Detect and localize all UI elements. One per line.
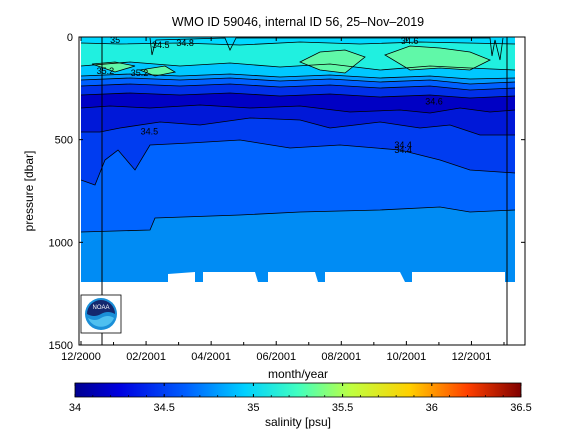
y-axis: 0 500 1000 1500 (49, 32, 525, 352)
contour-label: 34.4 (394, 140, 412, 150)
x-axis: 12/2000 02/2001 04/2001 06/2001 08/2001 10/20… (61, 37, 505, 363)
colorbar-ticks: 34 34.5 35 35.5 36 36.5 (69, 383, 532, 414)
band-deep-34-7 (81, 207, 515, 282)
contour-line-34-5 (80, 139, 516, 186)
colorbar-gradient (74, 382, 522, 398)
colorbar-tick-label: 36.5 (510, 402, 531, 414)
contour-label: 34.5 (141, 126, 159, 136)
colorbar-tick-label: 34 (69, 402, 81, 414)
y-tick-label: 1000 (49, 237, 73, 249)
band-35-2-blob-a (300, 50, 365, 73)
contour-line-34-35 (80, 104, 516, 114)
contour-line-35-0 (80, 61, 516, 71)
x-tick-label: 12/2001 (452, 351, 492, 363)
contour-line-34-4 (81, 117, 515, 136)
contour-lines (80, 37, 516, 233)
colorbar-tick-label: 35.5 (332, 402, 353, 414)
contour-label: 34.6 (401, 36, 419, 46)
x-tick-label: 08/2001 (321, 351, 361, 363)
x-tick-label: 12/2000 (61, 351, 101, 363)
contour-label: 35 (110, 35, 120, 45)
noaa-logo: NOAA (80, 294, 122, 334)
x-tick-label: 02/2001 (126, 351, 166, 363)
contour-label: 35.2 (131, 68, 149, 78)
x-tick-label: 06/2001 (256, 351, 296, 363)
contour-line-surface (80, 41, 516, 46)
y-tick-label: 0 (67, 32, 73, 44)
colorbar-tick-label: 36 (426, 402, 438, 414)
svg-text:NOAA: NOAA (92, 305, 109, 311)
y-tick-label: 500 (55, 135, 73, 147)
contour-line-34-5b (80, 92, 516, 99)
contour-label: 34.6 (425, 97, 443, 107)
contour-line-35-2d (138, 65, 177, 77)
contour-line-35-2a (299, 49, 366, 74)
y-tick-label: 1500 (49, 340, 73, 352)
plot-area: 35 34.8 34.5 34.6 35.2 35.2 34.6 34.5 34.434.4 (78, 35, 526, 346)
contour-line-surface-wiggle (149, 37, 504, 61)
contour-fill-layer (81, 37, 515, 282)
contour-label: 34.8 (176, 38, 194, 48)
band-35-2-blob-b (385, 46, 490, 70)
chart-title: WMO ID 59046, internal ID 56, 25–Nov–201… (172, 15, 424, 29)
x-tick-label: 04/2001 (191, 351, 231, 363)
x-axis-label: month/year (268, 367, 328, 381)
bottom-gap (168, 272, 505, 282)
x-tick-label: 10/2001 (386, 351, 426, 363)
contour-label: 34.5 (152, 40, 170, 50)
y-axis-label: pressure [dbar] (22, 151, 36, 232)
contour-line-34-7b (80, 77, 516, 85)
colorbar-label: salinity [psu] (265, 415, 331, 429)
contour-line-34-6 (80, 83, 516, 91)
colorbar-tick-label: 34.5 (153, 402, 174, 414)
colorbar-tick-label: 35 (247, 402, 259, 414)
contour-line-35-2c (91, 61, 136, 73)
contour-label: 35.2 (97, 66, 115, 76)
contour-line-35-2b (384, 45, 491, 71)
contour-line-34-7 (80, 206, 516, 233)
contour-line-34-8 (80, 73, 516, 80)
contour-label: 34.4 (394, 145, 412, 155)
plot-frame (78, 36, 526, 346)
colorbar: 34 34.5 35 35.5 36 36.5 salinity [psu] (69, 382, 532, 429)
contour-label-group: 35 34.8 34.5 34.6 35.2 35.2 34.6 34.5 34.434.4 (97, 35, 443, 155)
